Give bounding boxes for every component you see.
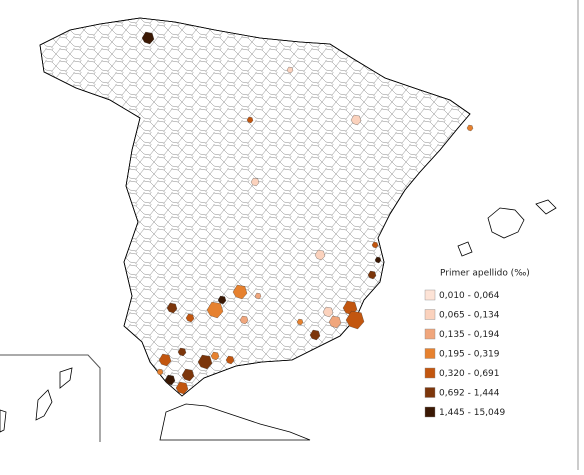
area [210, 351, 220, 361]
area [345, 310, 365, 330]
area [156, 368, 164, 376]
legend-label: 0,692 - 1,444 [439, 389, 500, 399]
area [314, 249, 326, 261]
area [254, 292, 262, 300]
spain-mainland [39, 17, 471, 397]
area [466, 124, 474, 132]
area [322, 306, 334, 318]
legend-swatch [424, 387, 436, 398]
legend-label: 0,320 - 0,691 [439, 369, 500, 379]
area [158, 353, 172, 367]
area [250, 177, 260, 187]
legend-swatch [424, 289, 436, 301]
area [166, 302, 178, 314]
area [232, 284, 248, 300]
legend-label: 0,195 - 0,319 [439, 350, 500, 360]
balearic-islands [457, 199, 557, 257]
area [286, 66, 294, 74]
area [164, 374, 176, 386]
area [309, 329, 321, 341]
legend-title: Primer apellido (‰) [440, 269, 530, 279]
area [374, 256, 382, 264]
area [367, 270, 377, 280]
legend-label: 0,065 - 0,134 [439, 311, 500, 321]
area [197, 354, 213, 370]
legend-label: 0,010 - 0,064 [439, 291, 500, 301]
area [175, 381, 189, 395]
area [296, 318, 304, 326]
area [246, 116, 254, 124]
legend-swatch [424, 348, 436, 359]
highlighted-areas [141, 31, 474, 395]
legend-swatch [424, 367, 436, 379]
legend: Primer apellido (‰) 0,010 - 0,064 0,065 -… [424, 269, 530, 418]
area [371, 241, 379, 249]
area [185, 313, 195, 323]
area [206, 301, 224, 319]
canary-inset [0, 354, 101, 442]
area [141, 31, 155, 45]
area [217, 295, 227, 305]
legend-swatch [424, 406, 436, 418]
area [239, 315, 249, 325]
area [225, 355, 235, 365]
legend-label: 1,445 - 15,049 [439, 408, 505, 418]
legend-swatch [424, 309, 436, 320]
legend-label: 0,135 - 0,194 [439, 330, 500, 340]
africa-coast [159, 403, 311, 441]
area [328, 315, 342, 329]
area [177, 347, 187, 357]
area [181, 368, 195, 382]
legend-swatch [424, 328, 436, 340]
area [350, 114, 362, 126]
